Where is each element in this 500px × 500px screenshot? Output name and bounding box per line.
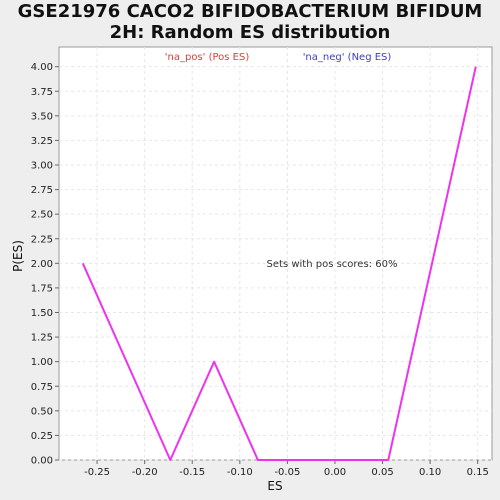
- chart-title: GSE21976 CACO2 BIFIDOBACTERIUM BIFIDUM 2…: [17, 1, 483, 43]
- y-tick-label: 1.75: [31, 283, 53, 294]
- y-tick-label: 1.25: [31, 333, 53, 344]
- y-tick-label: 3.25: [31, 136, 53, 147]
- y-tick-label: 2.75: [31, 185, 53, 196]
- y-tick-label: 0.50: [31, 406, 53, 417]
- x-tick-label: 0.15: [467, 467, 489, 478]
- y-tick-label: 3.50: [31, 111, 53, 122]
- x-tick-label: 0.05: [371, 467, 393, 478]
- x-tick-label: -0.25: [84, 467, 110, 478]
- x-tick-label: -0.20: [132, 467, 158, 478]
- pos-score-annotation: Sets with pos scores: 60%: [267, 259, 398, 270]
- y-tick-label: 1.00: [31, 357, 53, 368]
- y-tick-label: 2.50: [31, 210, 53, 221]
- x-tick-label: -0.15: [179, 467, 205, 478]
- grid-layer: [59, 47, 492, 461]
- y-tick-label: 0.00: [31, 456, 53, 467]
- y-tick-label: 1.50: [31, 308, 53, 319]
- y-tick-label: 3.00: [31, 161, 53, 172]
- x-axis-label: ES: [267, 479, 282, 493]
- series-layer: [81, 66, 477, 461]
- plot-area: [58, 46, 493, 461]
- x-tick-label: -0.10: [227, 467, 253, 478]
- legend-entry-na-neg: 'na_neg' (Neg ES): [303, 52, 392, 63]
- y-tick-label: 0.25: [31, 431, 53, 442]
- y-axis-label: P(ES): [11, 240, 25, 272]
- x-tick-label: 0.10: [419, 467, 441, 478]
- y-tick-label: 2.25: [31, 234, 53, 245]
- x-tick-label: 0.00: [324, 467, 346, 478]
- axes-layer: 0.00 0.25 0.50 0.75 1.00 1.25 1.50 1.75 2.00 2.25…: [31, 62, 489, 478]
- x-tick-label: -0.05: [274, 467, 300, 478]
- legend-entry-na-pos: 'na_pos' (Pos ES): [165, 52, 250, 63]
- series-line: [81, 66, 477, 461]
- y-tick-label: 4.00: [31, 62, 53, 73]
- y-tick-label: 3.75: [31, 87, 53, 98]
- y-tick-label: 2.00: [31, 259, 53, 270]
- y-tick-label: 0.75: [31, 382, 53, 393]
